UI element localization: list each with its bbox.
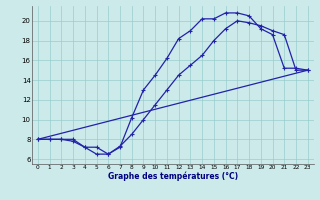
X-axis label: Graphe des températures (°C): Graphe des températures (°C)	[108, 171, 238, 181]
